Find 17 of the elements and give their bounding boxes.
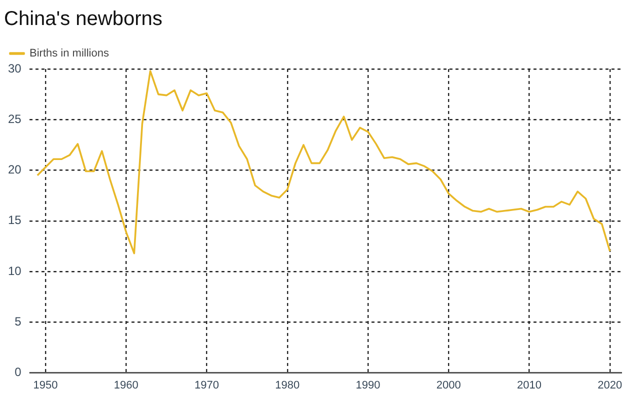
y-tick-label: 25 bbox=[8, 112, 22, 126]
chart-title: China's newborns bbox=[4, 8, 162, 31]
y-tick-label: 10 bbox=[8, 264, 22, 278]
x-tick-label: 1970 bbox=[194, 379, 219, 392]
y-tick-label: 15 bbox=[8, 213, 22, 228]
y-tick-label: 0 bbox=[14, 365, 22, 380]
x-tick-label: 1960 bbox=[114, 379, 138, 392]
x-tick-label: 1980 bbox=[275, 379, 300, 392]
y-tick-label: 20 bbox=[8, 162, 22, 177]
y-tick-label: 30 bbox=[8, 61, 22, 76]
x-tick-label: 1950 bbox=[33, 379, 58, 392]
legend-label: Births in millions bbox=[30, 48, 110, 60]
x-tick-label: 2010 bbox=[517, 379, 542, 392]
x-tick-label: 1990 bbox=[356, 379, 380, 392]
x-tick-label: 2000 bbox=[436, 379, 461, 392]
y-tick-label: 5 bbox=[14, 314, 22, 328]
x-tick-label: 2020 bbox=[598, 379, 622, 392]
